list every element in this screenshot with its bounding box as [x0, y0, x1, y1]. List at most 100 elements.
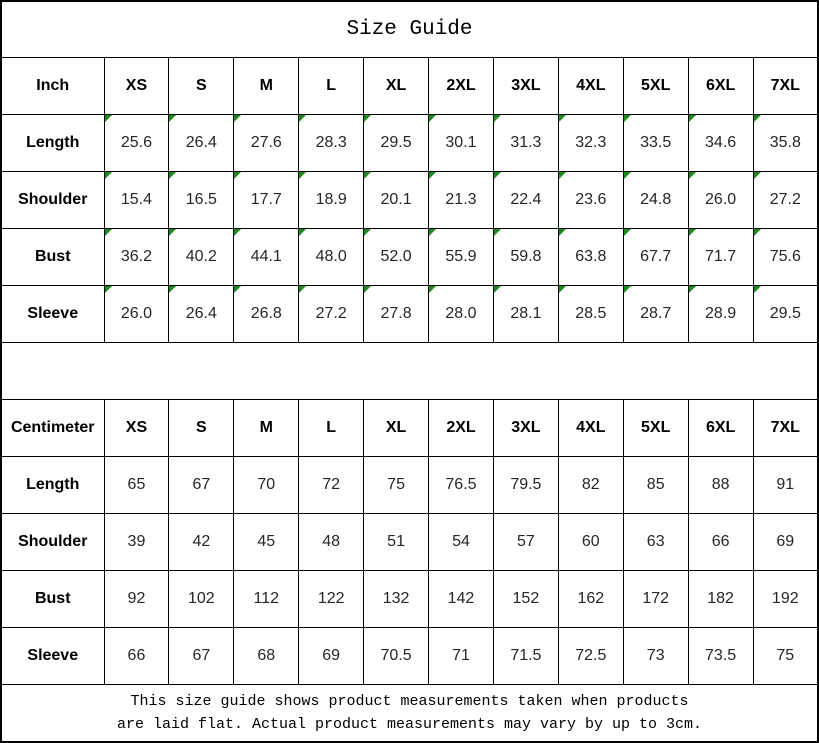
measurement-value: 66 [103, 626, 170, 685]
cm_table-header-row: Centimeter XS S M L XL 2XL 3XL 4XL 5XL 6XL 7XL [0, 398, 819, 457]
measurement-value: 51 [363, 512, 430, 571]
measurement-value: 152 [492, 569, 559, 628]
footer-row: This size guide shows product measuremen… [0, 683, 819, 743]
measurement-value: 57 [492, 512, 559, 571]
size-column-header: XL [363, 398, 430, 457]
measurement-value: 73 [622, 626, 689, 685]
measurement-label: Sleeve [0, 284, 105, 343]
cell-corner-triangle-icon [494, 172, 501, 179]
measurement-label: Length [0, 455, 105, 514]
measurement-value: 68 [233, 626, 300, 685]
cell-corner-triangle-icon [364, 229, 372, 236]
footer-note: This size guide shows product measuremen… [0, 683, 819, 743]
measurement-value: 28.7 [622, 284, 689, 343]
measurement-value: 192 [752, 569, 819, 628]
size-column-header: XS [103, 398, 170, 457]
cell-corner-triangle-icon [169, 286, 177, 293]
cell-corner-triangle-icon [494, 286, 501, 293]
size-column-header: 6XL [687, 56, 754, 115]
measurement-value: 27.6 [233, 113, 300, 172]
measurement-value: 40.2 [168, 227, 235, 286]
size-column-header: M [233, 398, 300, 457]
measurement-value: 32.3 [557, 113, 624, 172]
cell-corner-triangle-icon [299, 229, 307, 236]
measurement-value: 22.4 [492, 170, 559, 229]
measurement-value: 71 [428, 626, 494, 685]
size-column-header: S [168, 398, 235, 457]
measurement-value: 28.0 [428, 284, 494, 343]
size-column-header: 5XL [622, 398, 689, 457]
measurement-value: 65 [103, 455, 170, 514]
measurement-value: 31.3 [492, 113, 559, 172]
cell-corner-triangle-icon [234, 229, 242, 236]
size-column-header: L [298, 56, 365, 115]
cell-corner-triangle-icon [689, 286, 696, 293]
measurement-value: 54 [428, 512, 494, 571]
measurement-value: 33.5 [622, 113, 689, 172]
size-column-header: 5XL [622, 56, 689, 115]
cell-corner-triangle-icon [234, 115, 242, 122]
measurement-value: 28.5 [557, 284, 624, 343]
measurement-value: 30.1 [428, 113, 494, 172]
measurement-value: 21.3 [428, 170, 494, 229]
inch-table-body: Inch XS S M L XL 2XL 3XL 4XL 5XL 6XL 7XL Length 25.6 2… [0, 56, 819, 343]
inch_table-header-row: Inch XS S M L XL 2XL 3XL 4XL 5XL 6XL 7XL [0, 56, 819, 115]
measurement-value: 45 [233, 512, 300, 571]
cell-corner-triangle-icon [104, 229, 112, 236]
measurement-value: 72.5 [557, 626, 624, 685]
measurement-value: 69 [298, 626, 365, 685]
measurement-value: 39 [103, 512, 170, 571]
measurement-value: 48.0 [298, 227, 365, 286]
inch_table-row-bust: Bust 36.2 40.2 44.1 48.0 52.0 55.9 59.8 63.8 67.7… [0, 227, 819, 286]
cm_table-row-shoulder: Shoulder 39 42 45 48 51 54 57 60 63 66 69 [0, 512, 819, 571]
cell-corner-triangle-icon [364, 286, 372, 293]
measurement-value: 71.5 [492, 626, 559, 685]
cm-table-body: Centimeter XS S M L XL 2XL 3XL 4XL 5XL 6XL 7XL Lengt… [0, 398, 819, 685]
measurement-value: 76.5 [428, 455, 494, 514]
measurement-label: Sleeve [0, 626, 105, 685]
cell-corner-triangle-icon [429, 172, 437, 179]
cell-corner-triangle-icon [559, 229, 566, 236]
measurement-value: 42 [168, 512, 235, 571]
cell-corner-triangle-icon [169, 115, 177, 122]
cell-corner-triangle-icon [754, 286, 761, 293]
measurement-value: 26.8 [233, 284, 300, 343]
measurement-value: 59.8 [492, 227, 559, 286]
cell-corner-triangle-icon [104, 172, 112, 179]
measurement-value: 16.5 [168, 170, 235, 229]
cell-corner-triangle-icon [559, 172, 566, 179]
measurement-value: 24.8 [622, 170, 689, 229]
cell-corner-triangle-icon [169, 229, 177, 236]
size-column-header: S [168, 56, 235, 115]
measurement-label: Length [0, 113, 105, 172]
measurement-value: 28.1 [492, 284, 559, 343]
measurement-value: 18.9 [298, 170, 365, 229]
measurement-value: 27.8 [363, 284, 430, 343]
measurement-value: 102 [168, 569, 235, 628]
measurement-value: 70 [233, 455, 300, 514]
cell-corner-triangle-icon [624, 172, 631, 179]
size-column-header: 7XL [752, 398, 819, 457]
measurement-value: 67.7 [622, 227, 689, 286]
cell-corner-triangle-icon [494, 229, 501, 236]
cell-corner-triangle-icon [559, 286, 566, 293]
measurement-value: 79.5 [492, 455, 559, 514]
measurement-value: 26.0 [103, 284, 170, 343]
cell-corner-triangle-icon [299, 172, 307, 179]
measurement-value: 88 [687, 455, 754, 514]
measurement-value: 36.2 [103, 227, 170, 286]
measurement-value: 20.1 [363, 170, 430, 229]
measurement-value: 28.9 [687, 284, 754, 343]
measurement-value: 132 [363, 569, 430, 628]
cell-corner-triangle-icon [494, 115, 501, 122]
measurement-value: 27.2 [752, 170, 819, 229]
measurement-value: 28.3 [298, 113, 365, 172]
measurement-value: 67 [168, 455, 235, 514]
cm_table-row-bust: Bust 92 102 112 122 132 142 152 162 172 182 192 [0, 569, 819, 628]
title-row: Size Guide [0, 0, 819, 58]
inch_table-row-sleeve: Sleeve 26.0 26.4 26.8 27.2 27.8 28.0 28.1 28.5 28… [0, 284, 819, 343]
cell-corner-triangle-icon [299, 286, 307, 293]
measurement-value: 75 [752, 626, 819, 685]
footer-note-line1: This size guide shows product measuremen… [130, 692, 689, 710]
